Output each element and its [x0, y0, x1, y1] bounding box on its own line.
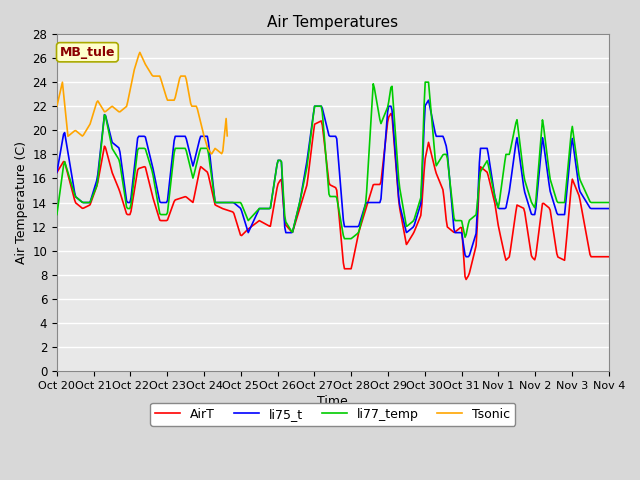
AirT [352, 245, 360, 251]
AirT [387, 111, 395, 117]
Line: li75_t: li75_t [57, 100, 609, 257]
li75_t [605, 205, 612, 211]
li77_temp [421, 79, 429, 85]
X-axis label: Time: Time [317, 395, 348, 408]
li75_t [319, 106, 326, 111]
li77_temp [594, 200, 602, 205]
Y-axis label: Air Temperature (C): Air Temperature (C) [15, 141, 28, 264]
AirT [462, 276, 470, 282]
Line: li77_temp: li77_temp [57, 82, 609, 239]
li77_temp [53, 212, 61, 217]
li77_temp [508, 142, 515, 147]
li77_temp [315, 103, 323, 109]
AirT [508, 240, 515, 245]
li75_t [508, 173, 515, 179]
li77_temp [383, 107, 390, 113]
li77_temp [353, 231, 360, 237]
li75_t [425, 97, 433, 103]
AirT [605, 254, 612, 260]
li75_t [381, 138, 389, 144]
Title: Air Temperatures: Air Temperatures [268, 15, 399, 30]
Tsonic [53, 103, 61, 109]
li75_t [352, 224, 360, 229]
AirT [53, 169, 61, 175]
li75_t [53, 169, 61, 175]
AirT [381, 139, 389, 145]
AirT [594, 254, 602, 260]
li77_temp [319, 110, 326, 116]
li75_t [315, 103, 323, 109]
Legend: AirT, li75_t, li77_temp, Tsonic: AirT, li75_t, li77_temp, Tsonic [150, 403, 515, 426]
AirT [315, 119, 323, 125]
li77_temp [605, 200, 612, 205]
li75_t [594, 205, 602, 211]
Line: Tsonic: Tsonic [57, 52, 227, 154]
Text: MB_tule: MB_tule [60, 46, 115, 59]
li75_t [462, 254, 470, 260]
Line: AirT: AirT [57, 114, 609, 279]
AirT [319, 122, 326, 128]
li77_temp [340, 236, 348, 241]
